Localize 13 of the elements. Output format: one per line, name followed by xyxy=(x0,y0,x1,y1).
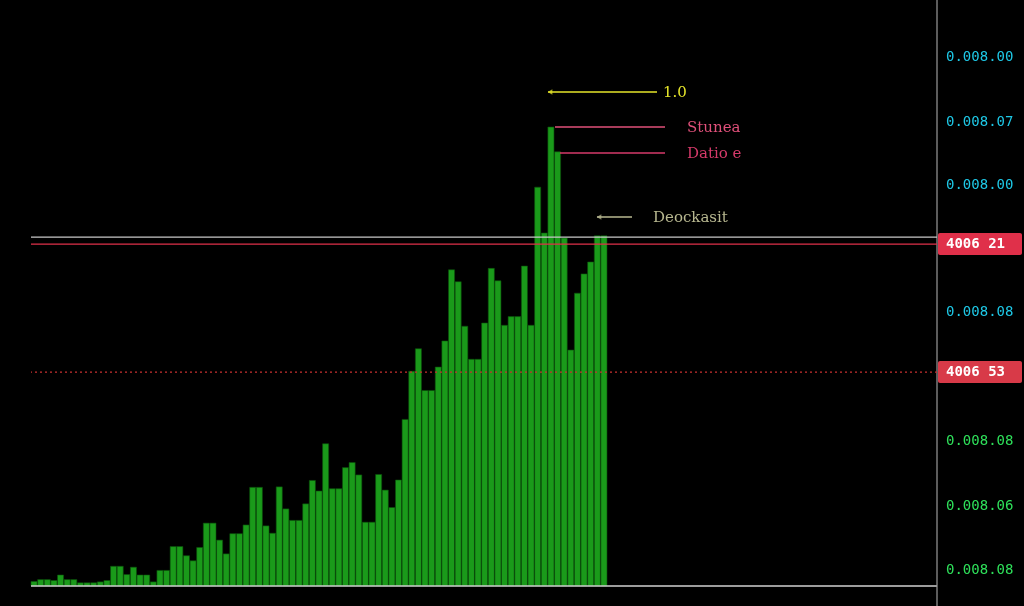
text: 0.008.00 xyxy=(946,176,1014,192)
text: Stunea xyxy=(687,118,741,136)
text: Datio e xyxy=(687,144,742,162)
text: 0.008.08 xyxy=(946,432,1014,448)
text: 0.008.08 xyxy=(946,561,1014,577)
text: 0.008.08 xyxy=(946,303,1014,319)
text: 0.008.07 xyxy=(946,113,1014,129)
text: 4006 53 xyxy=(946,363,1006,379)
text: 4006 21 xyxy=(946,235,1006,251)
text: 1.0 xyxy=(663,83,687,101)
text: 0.008.06 xyxy=(946,497,1014,513)
text: Deockasit xyxy=(653,208,728,226)
text: 0.008.00 xyxy=(946,48,1014,64)
